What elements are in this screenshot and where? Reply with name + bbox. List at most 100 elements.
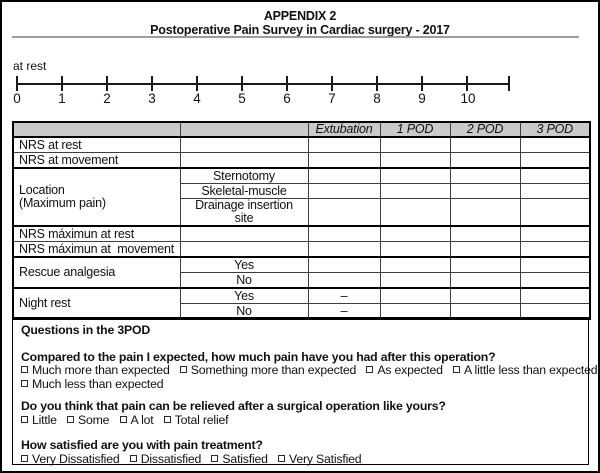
data-cell[interactable] (449, 287, 521, 304)
data-cell[interactable] (307, 256, 381, 273)
checkbox-icon[interactable] (21, 415, 28, 423)
option-satisfied[interactable]: Satisfied (211, 452, 268, 467)
scale-label: 9 (418, 91, 426, 106)
checkbox-icon[interactable] (163, 415, 171, 423)
data-cell[interactable] (379, 287, 451, 304)
checkbox-icon[interactable] (129, 454, 137, 462)
scale-tick (286, 76, 288, 91)
option-very-satisfied[interactable]: Very Satisfied (278, 451, 362, 467)
data-cell[interactable] (519, 287, 591, 304)
data-cell[interactable] (379, 183, 451, 199)
checkbox-icon[interactable] (21, 379, 28, 387)
data-cell[interactable] (519, 256, 591, 273)
checkbox-icon[interactable] (366, 366, 374, 373)
row-label: NRS at rest (12, 136, 181, 153)
data-cell[interactable] (379, 256, 451, 273)
data-cell[interactable] (519, 272, 591, 289)
extubation-dash-cell: – (307, 287, 381, 304)
checkbox-icon[interactable] (179, 366, 187, 373)
option-label: Very Satisfied (289, 451, 362, 466)
data-cell[interactable] (449, 152, 521, 169)
option-much-more[interactable]: Much more than expected (21, 363, 170, 378)
header-3pod: 3 POD (519, 121, 591, 138)
header-1pod: 1 POD (379, 121, 451, 138)
data-cell[interactable] (307, 167, 381, 184)
checkbox-icon[interactable] (21, 454, 28, 462)
row-nrs-at-movement: NRS at movement (12, 152, 591, 169)
data-cell[interactable] (379, 198, 451, 227)
data-cell[interactable] (307, 152, 381, 169)
scale-label: 6 (283, 91, 291, 106)
data-cell[interactable] (519, 183, 591, 199)
scale-tick (241, 76, 243, 91)
checkbox-icon[interactable] (453, 366, 461, 373)
data-cell[interactable] (519, 152, 591, 169)
data-cell[interactable] (449, 136, 521, 153)
row-location-drainage: Drainage insertion site (13, 198, 591, 227)
data-cell[interactable] (519, 167, 591, 184)
option-label: Some (78, 412, 110, 427)
row-night-no: No – (13, 303, 591, 320)
data-cell[interactable] (449, 167, 521, 184)
question-3-options: Very Dissatisfied Dissatisfied Satisfied… (21, 451, 580, 467)
data-cell[interactable] (449, 272, 521, 289)
question-1-options-line-2: Much less than expected (21, 377, 580, 392)
scale-line (17, 83, 510, 85)
data-cell[interactable] (519, 225, 591, 242)
option-label: Dissatisfied (140, 451, 202, 466)
option-very-dissatisfied[interactable]: Very Dissatisfied (21, 452, 120, 467)
option-total-relief[interactable]: Total relief (163, 413, 229, 428)
data-cell[interactable] (519, 198, 591, 227)
sub-label: Yes (179, 287, 309, 304)
data-cell[interactable] (379, 241, 451, 258)
data-cell[interactable] (519, 136, 591, 153)
data-cell[interactable] (379, 136, 451, 153)
scale-label: 0 (13, 91, 21, 106)
option-much-less[interactable]: Much less than expected (21, 377, 164, 392)
question-2: Do you think that pain can be relieved a… (21, 399, 580, 428)
data-cell[interactable] (519, 303, 591, 320)
data-cell[interactable] (379, 272, 451, 289)
scale-label: 1 (58, 91, 66, 106)
option-a-lot[interactable]: A lot (119, 413, 154, 428)
row-night-yes: Night rest Yes – (12, 287, 591, 320)
data-cell[interactable] (449, 225, 521, 242)
checkbox-icon[interactable] (211, 454, 219, 462)
option-little[interactable]: Little (21, 413, 57, 428)
row-label-location: Location (Maximum pain) (12, 167, 181, 227)
checkbox-icon[interactable] (21, 366, 28, 373)
scale-tick (376, 76, 378, 91)
data-cell[interactable] (379, 152, 451, 169)
data-cell[interactable] (307, 136, 381, 153)
data-cell[interactable] (449, 198, 521, 227)
data-cell[interactable] (519, 241, 591, 258)
question-2-text: Do you think that pain can be relieved a… (21, 399, 446, 413)
checkbox-icon[interactable] (119, 415, 127, 423)
data-cell[interactable] (379, 225, 451, 242)
option-little-less[interactable]: A little less than expected (453, 363, 598, 378)
title-underline (12, 36, 579, 38)
data-cell[interactable] (307, 198, 381, 227)
scale-tick (421, 76, 423, 91)
sub-cell-empty (179, 152, 309, 169)
scale-tick (151, 76, 153, 91)
scale-tick (196, 76, 198, 91)
data-cell[interactable] (449, 241, 521, 258)
data-cell[interactable] (307, 225, 381, 242)
checkbox-icon[interactable] (278, 454, 286, 462)
data-cell[interactable] (449, 183, 521, 199)
data-cell[interactable] (449, 256, 521, 273)
option-something-more[interactable]: Something more than expected (179, 363, 356, 378)
header-2pod: 2 POD (449, 121, 521, 138)
option-as-expected[interactable]: As expected (366, 363, 443, 378)
option-dissatisfied[interactable]: Dissatisfied (129, 451, 202, 467)
option-some[interactable]: Some (67, 412, 110, 428)
scale-tick (16, 76, 18, 91)
checkbox-icon[interactable] (67, 415, 74, 423)
data-cell[interactable] (379, 167, 451, 184)
data-cell[interactable] (307, 183, 381, 199)
row-rescue-yes: Rescue analgesia Yes (12, 256, 591, 289)
option-label: A little less than expected (464, 363, 598, 377)
data-cell[interactable] (307, 241, 381, 258)
data-cell[interactable] (307, 272, 381, 289)
